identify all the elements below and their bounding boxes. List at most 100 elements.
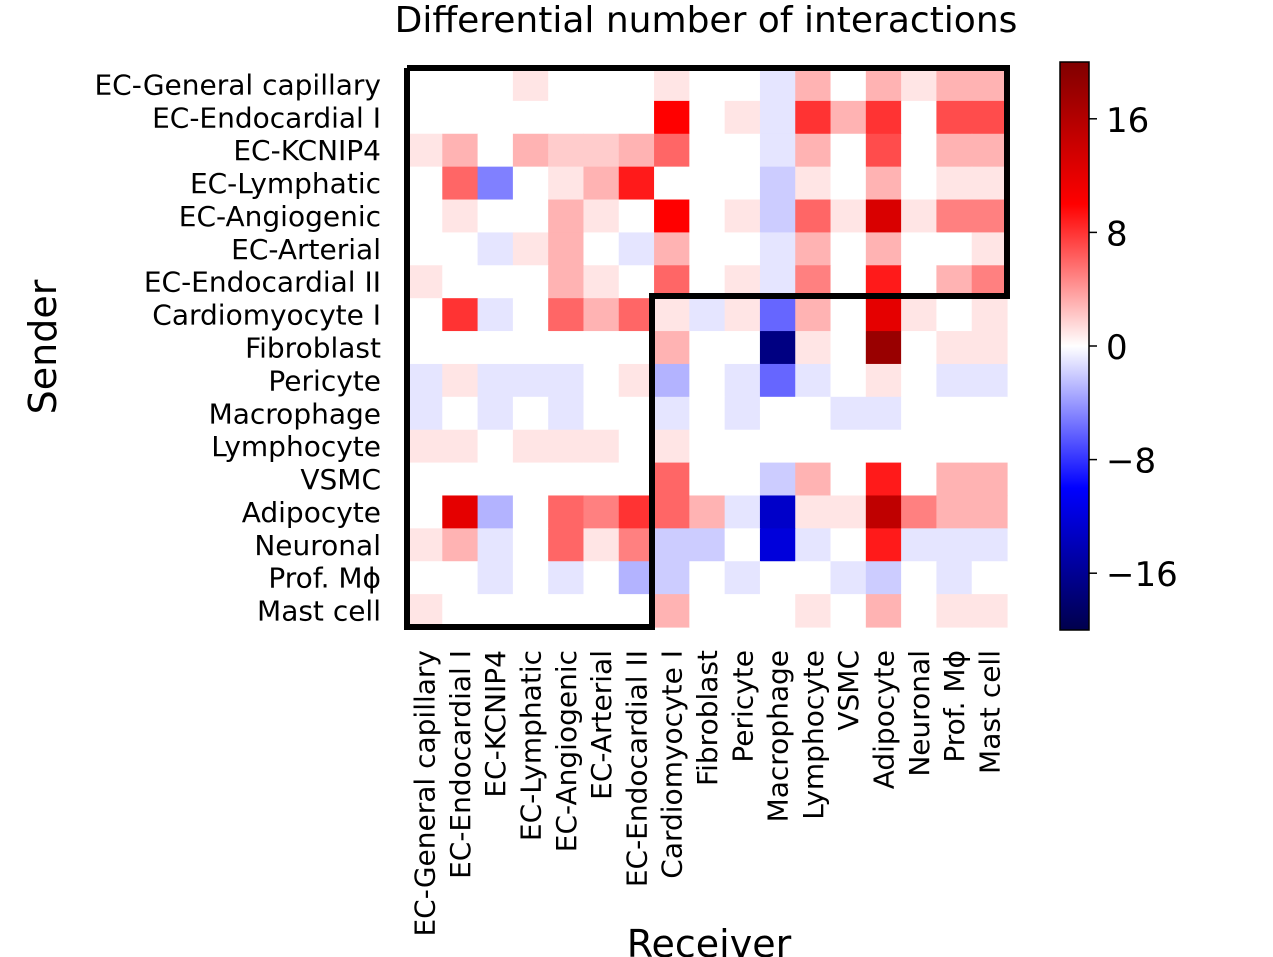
heatmap-cell	[865, 561, 902, 595]
heatmap-cell	[724, 594, 761, 628]
heatmap-cell	[583, 298, 620, 332]
heatmap-cell	[689, 232, 726, 266]
heatmap-cell	[654, 561, 690, 595]
row-label: EC-Lymphatic	[190, 167, 381, 200]
column-label: EC-Endocardial II	[620, 650, 653, 887]
row-label: EC-Angiogenic	[179, 200, 381, 233]
heatmap-cell	[830, 199, 867, 234]
column-label: Prof. Mϕ	[938, 650, 971, 763]
heatmap-cell	[830, 100, 867, 135]
heatmap-cell	[512, 166, 549, 201]
heatmap-cell	[830, 561, 867, 595]
heatmap-cell	[512, 495, 549, 529]
heatmap-cell	[865, 363, 902, 398]
heatmap-cell	[795, 298, 832, 332]
heatmap-cell	[583, 528, 620, 562]
heatmap-cell	[477, 100, 514, 135]
heatmap-cell	[901, 396, 938, 431]
heatmap-cell	[795, 594, 832, 628]
heatmap-cell	[654, 298, 690, 332]
heatmap-cell	[971, 396, 1008, 431]
heatmap-cell	[936, 68, 973, 102]
heatmap-cell	[689, 495, 726, 529]
heatmap-cell	[795, 429, 832, 464]
heatmap-cell	[936, 166, 973, 201]
heatmap-cell	[583, 495, 620, 529]
heatmap-cell	[830, 133, 867, 168]
heatmap-cell	[936, 363, 973, 398]
heatmap-cell	[689, 528, 726, 562]
heatmap-cell	[759, 133, 796, 168]
heatmap-cell	[865, 429, 902, 464]
heatmap-cell	[407, 429, 443, 464]
heatmap-cell	[477, 462, 514, 497]
heatmap-cell	[548, 528, 585, 562]
heatmap-cell	[759, 363, 796, 398]
heatmap-cell	[407, 396, 443, 431]
heatmap-cell	[618, 528, 655, 562]
heatmap-cell	[512, 429, 549, 464]
heatmap-cell	[901, 232, 938, 266]
heatmap-cell	[442, 199, 479, 234]
heatmap-cell	[759, 199, 796, 234]
heatmap-cell	[442, 68, 479, 102]
heatmap-cell	[548, 133, 585, 168]
heatmap-cell	[724, 133, 761, 168]
heatmap-cell	[477, 265, 514, 299]
row-label: EC-KCNIP4	[233, 134, 381, 167]
heatmap-cell	[724, 528, 761, 562]
heatmap-cell	[407, 166, 443, 201]
row-label: Cardiomyocyte I	[152, 299, 381, 332]
heatmap-cell	[759, 396, 796, 431]
heatmap-cell	[830, 68, 867, 102]
heatmap-cell	[548, 265, 585, 299]
heatmap-cell	[442, 495, 479, 529]
heatmap-cell	[583, 68, 620, 102]
heatmap-cell	[548, 561, 585, 595]
heatmap-cell	[618, 462, 655, 497]
heatmap-cell	[442, 396, 479, 431]
heatmap-cell	[583, 561, 620, 595]
column-label: Fibroblast	[691, 650, 724, 786]
heatmap-cell	[548, 495, 585, 529]
heatmap-cell	[618, 199, 655, 234]
heatmap-cell	[971, 68, 1008, 102]
heatmap-cell	[654, 429, 690, 464]
heatmap-cell	[759, 232, 796, 266]
heatmap-cell	[477, 68, 514, 102]
heatmap-cell	[654, 495, 690, 529]
heatmap-cell	[654, 133, 690, 168]
heatmap-cell	[583, 331, 620, 365]
heatmap-cell	[618, 396, 655, 431]
heatmap-cell	[548, 100, 585, 135]
heatmap-cell	[654, 594, 690, 628]
heatmap-cell	[654, 363, 690, 398]
column-label: Pericyte	[726, 650, 759, 763]
heatmap-cell	[618, 561, 655, 595]
heatmap-cell	[759, 462, 796, 497]
heatmap-cell	[407, 232, 443, 266]
heatmap-cell	[865, 199, 902, 234]
heatmap-cell	[724, 396, 761, 431]
heatmap-cell	[971, 429, 1008, 464]
heatmap-cell	[901, 199, 938, 234]
heatmap-cell	[865, 396, 902, 431]
heatmap-cell	[512, 331, 549, 365]
heatmap-cell	[548, 363, 585, 398]
heatmap-cell	[971, 133, 1008, 168]
heatmap-cell	[618, 594, 655, 628]
heatmap-cell	[548, 199, 585, 234]
heatmap-cell	[830, 396, 867, 431]
heatmap-cell	[936, 528, 973, 562]
column-label: EC-General capillary	[409, 650, 442, 937]
heatmap-cell	[901, 331, 938, 365]
row-label: Prof. Mϕ	[268, 562, 381, 595]
highlight-region-outline	[404, 65, 1010, 630]
row-label: Neuronal	[254, 529, 381, 562]
heatmap-cell	[654, 199, 690, 234]
heatmap-cell	[618, 429, 655, 464]
heatmap-cell	[795, 199, 832, 234]
heatmap-cell	[407, 331, 443, 365]
heatmap-cell	[512, 232, 549, 266]
heatmap-cell	[442, 331, 479, 365]
